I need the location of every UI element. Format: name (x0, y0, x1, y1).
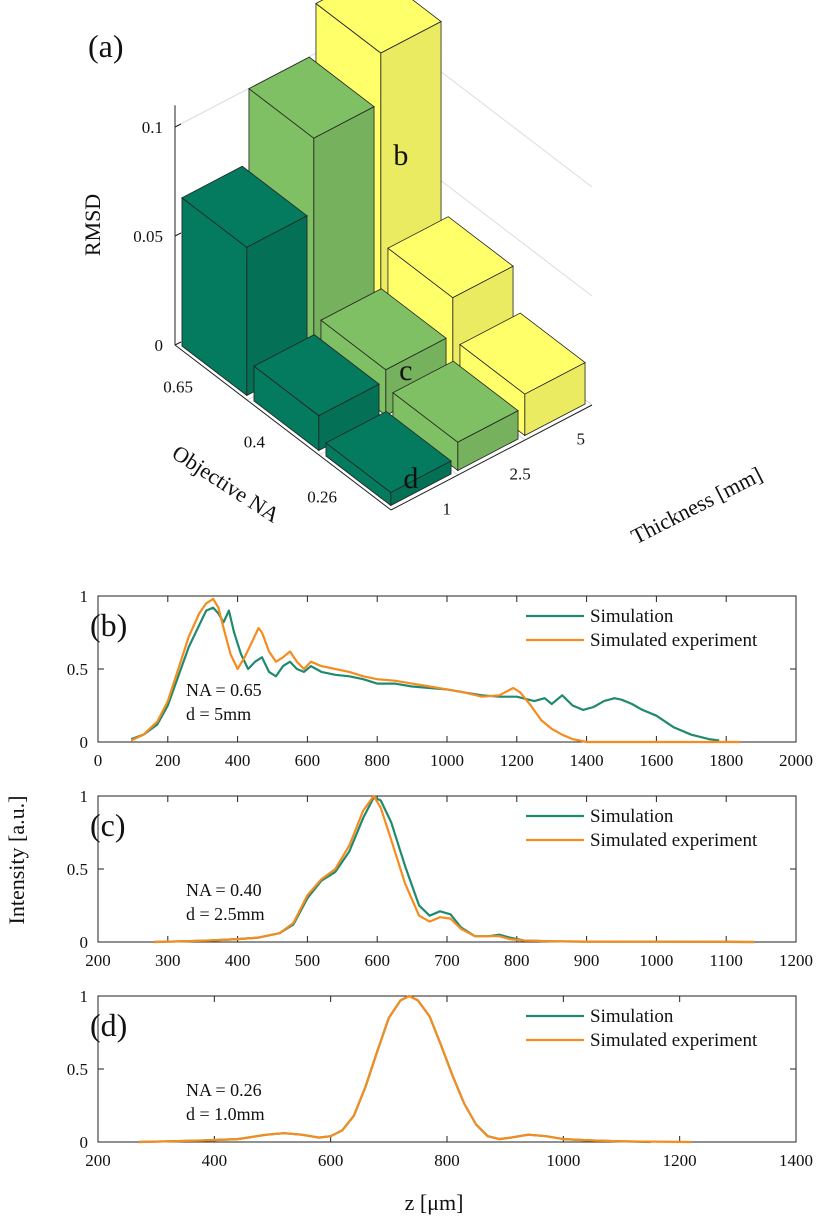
shared-ylabel: Intensity [a.u.] (4, 796, 29, 925)
panel-c-ytick-0: 0 (80, 933, 89, 952)
panel-d-line: 200 400 600 800 1000 1200 1400 0 0.5 1 Simulation S… (67, 987, 813, 1170)
panel-a-bar-label-c: c (399, 354, 412, 387)
panel-b-ytick-0: 0 (80, 733, 89, 752)
panel-c-xtick-4: 600 (364, 951, 390, 970)
panel-d-xlabel: z [μm] (405, 1190, 464, 1215)
panel-b-line: 0 200 400 600 800 1000 1200 1400 1600 1800 2000 0 0.… (67, 587, 813, 770)
panel-c-legend-label-0: Simulation (590, 806, 674, 827)
panel-a-ztick-1: 0.05 (133, 227, 163, 246)
panel-c-xtick-7: 900 (574, 951, 600, 970)
panel-a-bar-label-b: b (393, 139, 408, 172)
panel-b-ytick-1: 0.5 (67, 660, 88, 679)
panel-a-bar-7 (392, 360, 519, 472)
panel-b-xtick-8: 1600 (639, 751, 673, 770)
panel-a-ztick-2: 0.1 (142, 118, 163, 137)
panel-c-xtick-1: 300 (155, 951, 181, 970)
panel-c-xtick-3: 500 (295, 951, 321, 970)
panel-c-label: (c) (90, 807, 126, 843)
panel-c-xtick-8: 1000 (639, 951, 673, 970)
panel-b-xtick-2: 400 (225, 751, 251, 770)
panel-a-zlabel: RMSD (80, 194, 105, 256)
panel-a-bar-label-d: d (403, 462, 418, 495)
panel-d-annotation-0: NA = 0.26 (186, 1080, 262, 1100)
panel-a-bar-6 (253, 334, 380, 452)
panel-b-label: (b) (90, 607, 127, 643)
panel-a-label: (a) (88, 28, 124, 64)
panel-d-ytick-2: 1 (80, 987, 89, 1006)
panel-d-legend-label-1: Simulated experiment (590, 1030, 758, 1051)
panel-c-annotation-0: NA = 0.40 (186, 880, 262, 900)
panel-d-xtick-6: 1400 (779, 1151, 813, 1170)
panel-a-bar-8 (325, 410, 452, 507)
panel-b-xtick-9: 1800 (709, 751, 743, 770)
panel-c-series-1 (153, 794, 755, 944)
panel-c-line: 200 300 400 500 600 700 800 900 1000 1100 1200 0 0.5… (67, 787, 813, 970)
panel-d-ytick-1: 0.5 (67, 1060, 88, 1079)
panel-d-xtick-4: 1000 (546, 1151, 580, 1170)
panel-b-annotation-1: d = 5mm (186, 704, 251, 724)
panel-a-ylabel: Thickness [mm] (627, 462, 766, 549)
panel-a-xlabel: Objective NA (168, 440, 285, 528)
panel-d-legend-label-0: Simulation (590, 1006, 674, 1027)
panel-c-annotation-1: d = 2.5mm (186, 904, 265, 924)
panel-d-xtick-5: 1200 (663, 1151, 697, 1170)
panel-b-xtick-5: 1000 (430, 751, 464, 770)
panel-a-xtick-1: 0.4 (244, 433, 266, 452)
panel-b-xtick-3: 600 (295, 751, 321, 770)
panel-d-xtick-3: 800 (434, 1151, 460, 1170)
panel-a-bars: b c d (181, 0, 586, 507)
panel-a-ztick-0: 0 (155, 336, 164, 355)
panel-a-axes: 0 0.05 0.1 0.65 0.4 0.26 1 2.5 5 (133, 105, 593, 519)
panel-c-xtick-2: 400 (225, 951, 251, 970)
panel-b-series-0 (130, 606, 720, 742)
panel-c-xtick-6: 800 (504, 951, 530, 970)
panel-c-legend-label-1: Simulated experiment (590, 830, 758, 851)
panel-a-xtick-2: 0.26 (307, 488, 337, 507)
panel-c-xtick-5: 700 (434, 951, 460, 970)
panel-c-xtick-0: 200 (85, 951, 111, 970)
panel-c-xtick-9: 1100 (710, 951, 743, 970)
panel-b-series-1 (130, 597, 741, 744)
panel-d-ytick-0: 0 (80, 1133, 89, 1152)
panel-d-annotation-1: d = 1.0mm (186, 1104, 265, 1124)
panel-c-xtick-10: 1200 (779, 951, 813, 970)
panel-b-legend-label-0: Simulation (590, 606, 674, 627)
panel-b-xtick-6: 1200 (500, 751, 534, 770)
panel-b-xtick-0: 0 (94, 751, 103, 770)
panel-a-ytick-1: 2.5 (510, 465, 531, 484)
panel-c-ytick-2: 1 (80, 787, 89, 806)
panel-b-xtick-7: 1400 (570, 751, 604, 770)
panel-d-xtick-1: 400 (202, 1151, 228, 1170)
panel-b-xtick-4: 800 (364, 751, 390, 770)
panel-a-ytick-0: 1 (443, 500, 452, 519)
panel-d-xtick-0: 200 (85, 1151, 111, 1170)
panel-b-ytick-2: 1 (80, 587, 89, 606)
panel-d-series-1 (138, 994, 692, 1144)
panel-b-annotation-0: NA = 0.65 (186, 680, 262, 700)
panel-d-xtick-2: 600 (318, 1151, 344, 1170)
panel-b-legend-label-1: Simulated experiment (590, 630, 758, 651)
panel-c-ytick-1: 0.5 (67, 860, 88, 879)
panel-b-xtick-1: 200 (155, 751, 181, 770)
panel-d-label: (d) (90, 1007, 127, 1043)
panel-a-xtick-0: 0.65 (163, 378, 193, 397)
panel-a-bar3d: 0 0.05 0.1 0.65 0.4 0.26 1 2.5 5 b c d (a) RMSD Ob… (80, 0, 766, 549)
panel-a-ytick-2: 5 (577, 430, 586, 449)
panel-b-xtick-10: 2000 (779, 751, 813, 770)
